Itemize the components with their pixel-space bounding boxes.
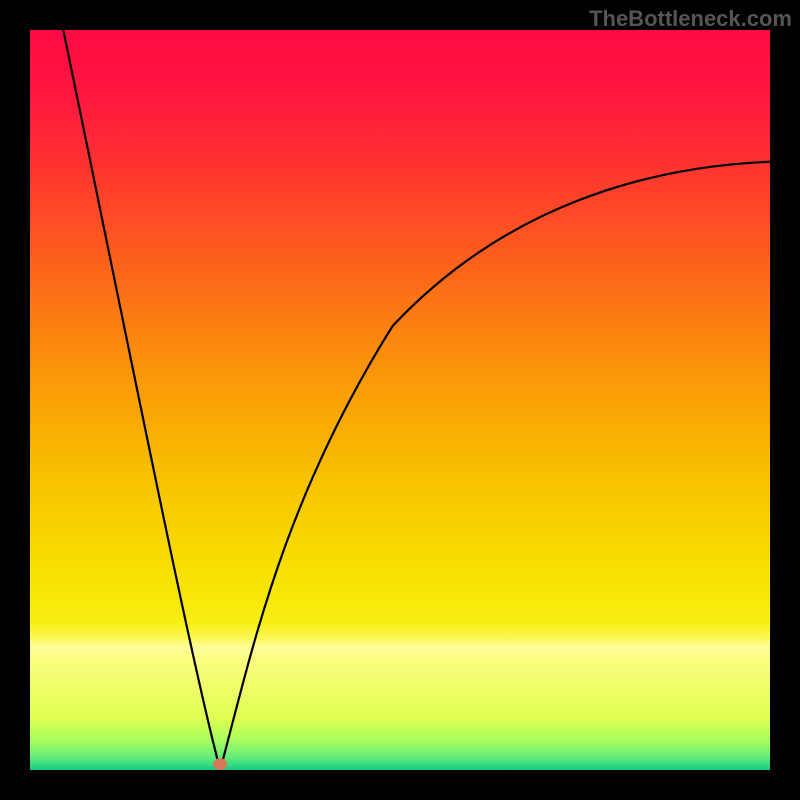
- highlight-marker: [213, 758, 227, 770]
- plot-area: [30, 30, 770, 770]
- chart-container: TheBottleneck.com: [0, 0, 800, 800]
- bottleneck-curve: [63, 30, 770, 770]
- curve-layer: [30, 30, 770, 770]
- watermark-text: TheBottleneck.com: [589, 6, 792, 32]
